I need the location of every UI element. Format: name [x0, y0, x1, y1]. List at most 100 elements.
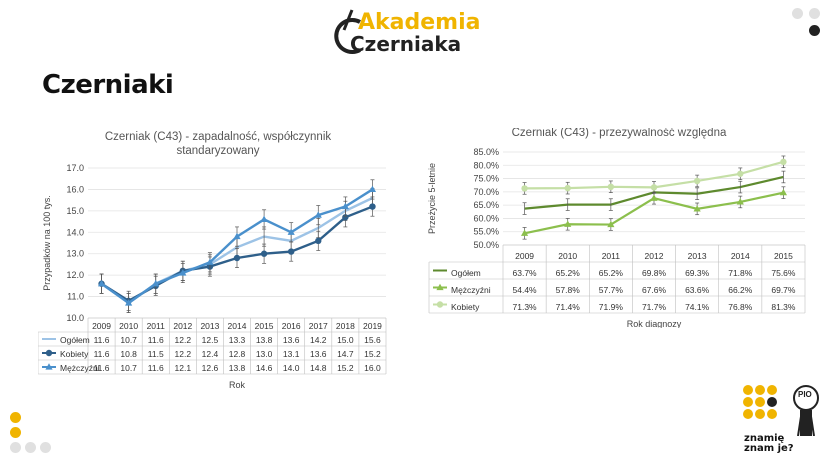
data-point: [233, 254, 241, 262]
y-tick-label: 11.0: [67, 292, 84, 302]
x-tick-label: 2014: [731, 251, 750, 261]
x-tick-label: 2010: [119, 321, 138, 331]
logo-akademia-text: Akademia: [358, 10, 481, 35]
x-tick-label: 2015: [774, 251, 793, 261]
survival-chart: Czerniak (C43) - przeżywalność względna 5…: [427, 128, 806, 328]
x-tick-label: 2019: [363, 321, 382, 331]
table-cell: 13.8: [229, 363, 246, 373]
table-cell: 57.8%: [556, 285, 581, 295]
table-cell: 63.7%: [513, 268, 538, 278]
data-point: [650, 184, 658, 191]
table-cell: 15.6: [364, 335, 381, 345]
table-cell: 54.4%: [513, 285, 538, 295]
x-axis-label: Rok: [229, 380, 246, 390]
legend-entry: Kobiety: [60, 349, 89, 359]
x-tick-label: 2017: [309, 321, 328, 331]
legend-entry: Kobiety: [451, 302, 480, 312]
incidence-chart: Czerniak (C43) - zapadalność, współczynn…: [38, 131, 387, 390]
table-cell: 16.0: [364, 363, 381, 373]
data-point: [737, 170, 744, 177]
table-cell: 11.6: [94, 349, 110, 359]
legend-marker: [436, 283, 444, 291]
data-point: [179, 269, 187, 276]
x-tick-label: 2010: [558, 251, 577, 261]
legend-entry: Mężczyźni: [451, 285, 491, 295]
akademia-czerniaka-logo: Akademia Czerniaka: [330, 8, 500, 56]
legend-marker: [436, 301, 444, 308]
x-tick-label: 2011: [147, 321, 166, 331]
data-point: [607, 183, 615, 191]
x-tick-label: 2012: [173, 321, 192, 331]
x-tick-label: 2015: [255, 321, 274, 331]
x-tick-label: 2011: [602, 251, 621, 261]
chart-title: Czerniak (C43) - zapadalność, współczynn…: [105, 131, 332, 143]
y-tick-label: 50.0%: [473, 240, 499, 250]
y-tick-label: 85.0%: [473, 147, 499, 157]
data-point: [369, 203, 376, 210]
table-cell: 65.2%: [599, 268, 624, 278]
data-point: [520, 229, 529, 236]
data-point: [125, 299, 133, 306]
data-point: [607, 220, 615, 228]
table-cell: 12.2: [175, 349, 192, 359]
data-point: [152, 279, 160, 287]
legend-entry: Mężczyźni: [60, 363, 100, 373]
table-cell: 13.8: [256, 335, 273, 345]
x-tick-label: 2009: [515, 251, 534, 261]
legend-entry: Ogółem: [451, 268, 481, 278]
x-tick-label: 2009: [92, 321, 111, 331]
dot-icon: [40, 442, 51, 453]
table-cell: 13.6: [283, 335, 300, 345]
table-cell: 81.3%: [771, 302, 796, 312]
y-tick-label: 65.0%: [473, 200, 499, 210]
x-tick-label: 2013: [688, 251, 707, 261]
table-cell: 12.6: [202, 363, 219, 373]
data-point: [780, 158, 787, 166]
table-cell: 15.2: [337, 363, 354, 373]
y-axis-label: Przypadków na 100 tys.: [42, 195, 52, 291]
data-point: [342, 214, 349, 221]
y-tick-label: 16.0: [66, 184, 84, 194]
znamie-logo: PIO znamię znam je?: [742, 380, 826, 462]
table-cell: 76.8%: [728, 302, 753, 312]
data-point: [736, 198, 744, 205]
data-point: [521, 185, 528, 192]
decorative-dots-top-right: [792, 8, 824, 40]
y-tick-label: 60.0%: [473, 213, 499, 223]
table-cell: 13.3: [229, 335, 246, 345]
x-tick-label: 2014: [228, 321, 247, 331]
legend-marker: [45, 363, 53, 370]
table-cell: 12.4: [202, 349, 219, 359]
table-cell: 69.8%: [642, 268, 667, 278]
chart-title: standaryzowany: [176, 145, 259, 157]
table-cell: 10.7: [120, 363, 137, 373]
table-cell: 12.1: [175, 363, 192, 373]
legend-entry: Ogółem: [60, 335, 90, 345]
data-point: [315, 237, 322, 245]
y-tick-label: 80.0%: [473, 160, 499, 170]
table-cell: 69.3%: [685, 268, 710, 278]
table-cell: 71.9%: [599, 302, 624, 312]
legend-marker: [45, 349, 53, 357]
x-tick-label: 2012: [645, 251, 664, 261]
x-tick-label: 2016: [282, 321, 301, 331]
x-axis-label: Rok diagnozy: [627, 319, 682, 328]
table-cell: 11.6: [148, 335, 164, 345]
table-cell: 11.5: [148, 349, 164, 359]
table-cell: 14.6: [256, 363, 273, 373]
data-point: [693, 205, 701, 212]
y-tick-label: 55.0%: [473, 227, 499, 237]
data-point: [260, 215, 268, 223]
znamie-line2: znam je?: [744, 443, 794, 454]
data-point: [314, 211, 322, 218]
dot-icon: [792, 8, 803, 19]
table-cell: 15.2: [364, 349, 381, 359]
y-tick-label: 12.0: [66, 270, 84, 280]
table-cell: 65.2%: [556, 268, 581, 278]
data-point: [693, 177, 701, 185]
dot-icon: [809, 25, 820, 36]
table-cell: 13.0: [256, 349, 273, 359]
data-point: [206, 258, 214, 265]
data-point: [97, 279, 106, 287]
table-cell: 10.8: [120, 349, 137, 359]
